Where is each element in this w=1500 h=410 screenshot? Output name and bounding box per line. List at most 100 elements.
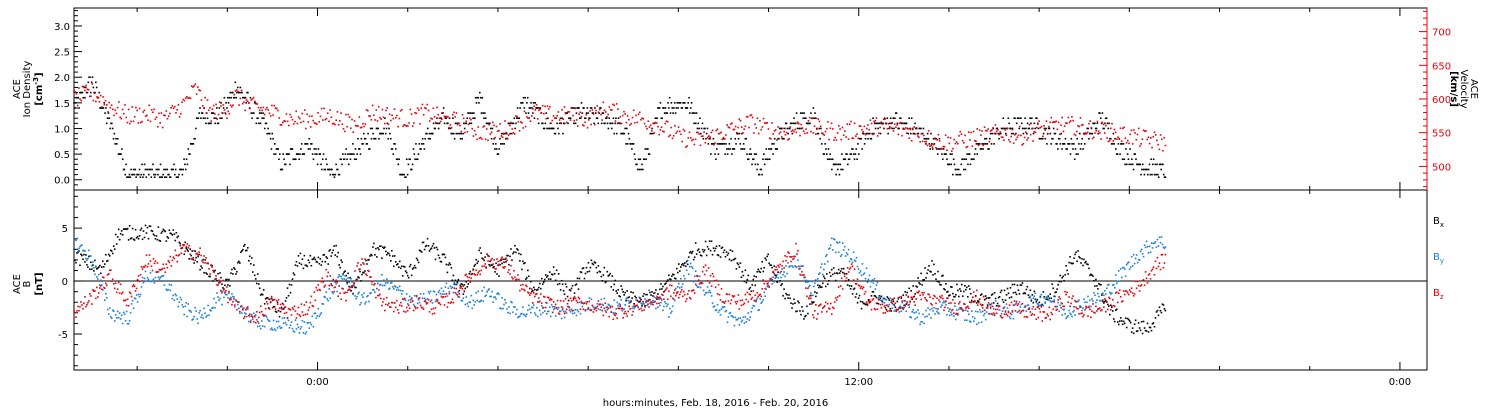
by-point (443, 293, 446, 295)
bz-point (156, 262, 159, 264)
density-point (973, 158, 975, 161)
density-point (601, 112, 604, 114)
by-point (746, 318, 749, 320)
velocity-point (914, 133, 917, 135)
bx-point (346, 281, 348, 284)
bx-point (314, 258, 317, 261)
density-point (912, 132, 915, 135)
velocity-point (296, 122, 299, 125)
density-point (256, 117, 258, 120)
density-point (697, 122, 700, 125)
by-point (164, 280, 167, 282)
density-point (642, 158, 645, 161)
velocity-point (506, 137, 509, 140)
density-point (1010, 127, 1012, 130)
bx-point (946, 291, 948, 293)
velocity-point (105, 104, 108, 106)
density-point (1104, 117, 1107, 120)
bx-point (1008, 297, 1011, 299)
bz-point (132, 283, 135, 286)
velocity-point (594, 123, 596, 126)
by-point (537, 301, 540, 303)
velocity-point (988, 140, 991, 143)
by-point (629, 300, 631, 302)
bx-point (177, 235, 180, 238)
by-point (818, 273, 820, 275)
bx-point (465, 281, 468, 283)
velocity-point (1124, 137, 1127, 139)
density-point (589, 117, 591, 120)
bx-point (674, 277, 676, 280)
bx-point (1072, 262, 1074, 265)
velocity-point (902, 128, 904, 130)
bx-point (401, 275, 404, 277)
by-point (156, 271, 159, 274)
bx-point (213, 270, 215, 272)
by-point (1063, 308, 1065, 311)
density-point (393, 143, 395, 145)
bx-point (554, 279, 557, 282)
velocity-point (1003, 139, 1005, 141)
bx-point (372, 246, 374, 248)
by-point (838, 241, 841, 244)
bx-point (852, 288, 855, 291)
density-point (489, 122, 491, 125)
density-point (141, 163, 143, 166)
velocity-point (370, 118, 373, 121)
bx-point (291, 278, 294, 280)
bx-point (1092, 275, 1094, 277)
bx-point (910, 289, 912, 292)
by-point (508, 306, 510, 308)
velocity-point (383, 122, 386, 125)
bx-point (723, 249, 726, 252)
bx-point (321, 260, 324, 263)
bx-point (613, 283, 616, 286)
velocity-point (346, 125, 348, 128)
bx-point (1036, 298, 1039, 301)
bz-point (179, 244, 182, 247)
bx-point (725, 251, 728, 253)
bz-point (358, 268, 360, 271)
velocity-point (237, 90, 239, 93)
by-point (303, 321, 306, 323)
velocity-point (1080, 124, 1083, 127)
velocity-point (1095, 130, 1098, 132)
density-point (636, 163, 638, 166)
density-y-tick-label: 0.5 (54, 150, 70, 161)
by-point (646, 304, 648, 307)
bz-point (318, 288, 321, 291)
by-point (882, 297, 885, 299)
by-point (1107, 284, 1109, 286)
velocity-point (880, 121, 883, 123)
velocity-point (643, 122, 646, 125)
density-point (227, 102, 230, 104)
by-point (830, 237, 833, 240)
density-point (237, 86, 239, 89)
by-point (484, 295, 486, 298)
bx-point (1057, 283, 1059, 286)
by-point (815, 279, 817, 281)
density-point (121, 148, 123, 150)
by-point (554, 315, 557, 317)
velocity-point (323, 107, 325, 110)
bz-point (471, 273, 474, 275)
velocity-point (819, 125, 822, 128)
density-point (795, 112, 798, 114)
density-point (197, 117, 200, 120)
bx-point (905, 303, 908, 305)
by-point (1151, 247, 1154, 249)
density-point (807, 122, 810, 125)
density-point (306, 143, 309, 145)
bz-point (317, 284, 320, 286)
bx-point (741, 270, 744, 273)
density-point (542, 127, 545, 130)
density-point (134, 168, 137, 171)
by-point (820, 266, 822, 269)
bz-point (464, 274, 467, 277)
density-point (265, 122, 268, 125)
velocity-point (150, 109, 153, 111)
velocity-point (625, 121, 628, 124)
by-point (468, 301, 471, 303)
velocity-point (655, 122, 658, 124)
density-point (989, 137, 991, 140)
